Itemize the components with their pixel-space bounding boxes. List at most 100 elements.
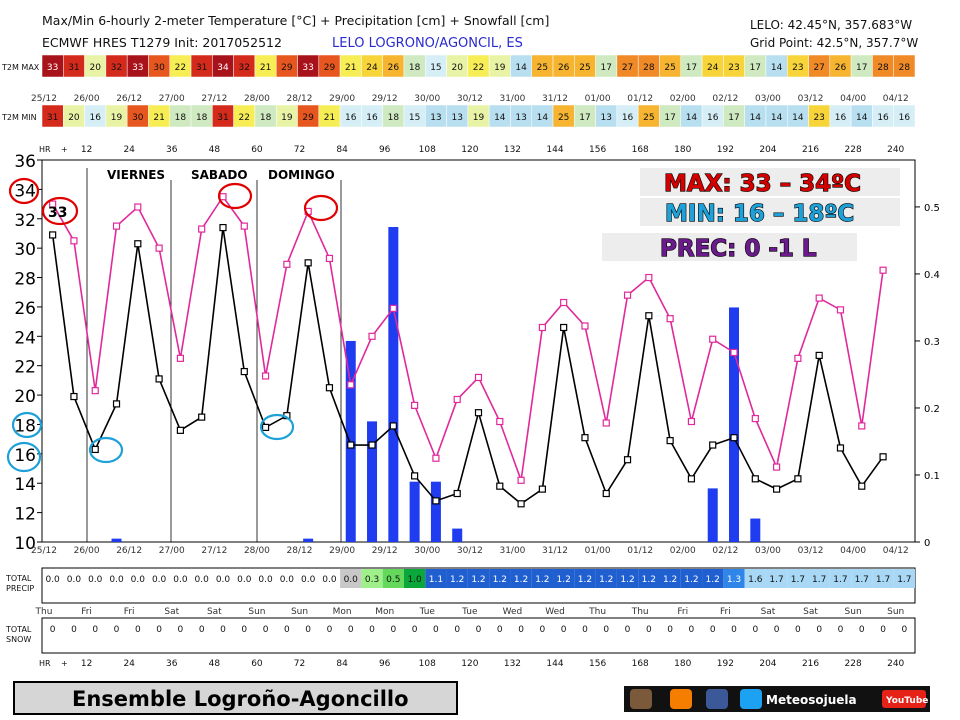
precip-cell xyxy=(638,569,660,588)
top-date-label: 29/12 xyxy=(372,94,398,104)
top-hour-label: 168 xyxy=(632,145,649,155)
top-hour-label: 96 xyxy=(379,145,391,155)
top-date-label: 29/00 xyxy=(329,94,355,104)
max-cell-value: 17 xyxy=(856,63,867,73)
max-cell-value: 27 xyxy=(813,63,824,73)
min-cell-value: 16 xyxy=(707,113,719,123)
min-cell xyxy=(893,104,916,128)
max-cell-value: 28 xyxy=(877,63,889,73)
min-cell-value: 14 xyxy=(686,113,698,123)
min-point xyxy=(602,489,610,498)
precip-bar xyxy=(409,481,420,542)
weekday-label: Fri xyxy=(81,607,92,617)
snow-cell-value: 0 xyxy=(199,625,205,635)
max-cell-value: 26 xyxy=(835,63,847,73)
top-hour-label: 216 xyxy=(802,145,819,155)
brand-name: Meteosojuela xyxy=(766,693,857,707)
precip-cell xyxy=(361,569,383,588)
snow-cell-value: 0 xyxy=(667,625,673,635)
blogger-icon[interactable] xyxy=(670,689,692,709)
precip-cell xyxy=(808,569,830,588)
max-cell-value: 19 xyxy=(494,63,506,73)
weekday-label: Thu xyxy=(588,607,606,617)
min-cell-value: 16 xyxy=(366,113,378,123)
snow-cell-value: 0 xyxy=(327,625,333,635)
min-point xyxy=(453,489,461,498)
top-date-label: 25/12 xyxy=(31,94,57,104)
weekday-label: Fri xyxy=(677,607,688,617)
min-point xyxy=(772,485,781,493)
min-point xyxy=(368,441,376,449)
min-point xyxy=(134,240,142,248)
min-point xyxy=(261,423,270,431)
snow-cell-value: 0 xyxy=(348,625,354,635)
y2-tick-label: 0.4 xyxy=(924,270,940,281)
precip-cell xyxy=(616,569,639,588)
precip-axis: 0 0.1 0.2 0.3 0.4 0.5 xyxy=(915,203,940,549)
min-cell-value: 25 xyxy=(643,113,654,123)
min-point xyxy=(112,400,121,408)
max-cell-value: 26 xyxy=(558,63,570,73)
top-date-label: 02/12 xyxy=(712,94,738,104)
row-label-hr-first-bottom: + xyxy=(61,659,68,668)
min-cell-value: 14 xyxy=(750,113,762,123)
precip-cell xyxy=(723,569,745,588)
plot-date-label: 28/12 xyxy=(287,546,313,556)
max-point xyxy=(389,304,397,312)
precip-bar xyxy=(729,307,740,542)
precip-cell-value: 1.7 xyxy=(769,575,783,585)
bottom-hour-label: 168 xyxy=(632,659,649,669)
top-date-label: 04/12 xyxy=(883,94,909,104)
max-point xyxy=(730,348,738,357)
min-cell-value: 29 xyxy=(302,113,314,123)
min-cell-value: 17 xyxy=(664,113,675,123)
snow-cell-value: 0 xyxy=(412,625,418,635)
max-cell-value: 33 xyxy=(302,63,313,73)
min-cell-value: 25 xyxy=(558,113,569,123)
precip-cell xyxy=(531,569,554,588)
min-cell-value: 18 xyxy=(175,113,187,123)
max-point xyxy=(560,298,568,307)
min-point xyxy=(730,434,738,442)
total-precip-row: 0.0 0.0 0.0 0.0 0.0 0.0 0.0 0.0 0.0 0.0 0.0 0.0 0.0 0… xyxy=(45,569,915,588)
facebook-icon[interactable] xyxy=(706,689,728,709)
max-cell-value: 24 xyxy=(366,63,378,73)
snow-cell-value: 0 xyxy=(92,625,98,635)
min-cell-value: 14 xyxy=(537,113,549,123)
top-hour-label: 36 xyxy=(166,145,178,155)
top-date-label: 02/00 xyxy=(670,94,696,104)
y2-tick-label: 0 xyxy=(924,538,930,549)
top-hour-label: 24 xyxy=(123,145,135,155)
max-point xyxy=(517,476,525,484)
min-point xyxy=(560,323,568,332)
max-point xyxy=(666,315,674,323)
max-point xyxy=(347,381,355,389)
max-point xyxy=(283,260,291,268)
snow-cell-value: 0 xyxy=(135,625,141,635)
plot-date-label: 03/12 xyxy=(798,546,824,556)
top-hour-label: 12 xyxy=(81,145,92,155)
plot-date-label: 01/12 xyxy=(627,546,653,556)
precip-cell-value: 0.5 xyxy=(386,575,400,585)
precip-cell xyxy=(467,569,490,588)
instagram-icon[interactable] xyxy=(630,689,652,709)
min-temperature-points xyxy=(49,223,887,508)
youtube-icon[interactable] xyxy=(882,690,926,708)
plot-date-label: 31/00 xyxy=(499,546,525,556)
max-cell-value: 17 xyxy=(686,63,697,73)
max-point xyxy=(453,395,461,404)
min-point xyxy=(666,437,674,445)
weekday-label: Mon xyxy=(333,607,352,617)
twitter-icon[interactable] xyxy=(740,689,762,709)
plot-date-label: 02/00 xyxy=(670,546,696,556)
top-hour-axis: 12 24 36 48 60 72 84 96 108 120 132 144 156 168 180 192… xyxy=(81,145,905,155)
top-hour-label: 132 xyxy=(504,145,521,155)
snow-cell-value: 0 xyxy=(497,625,503,635)
snow-cell-value: 0 xyxy=(838,625,844,635)
top-hour-label: 204 xyxy=(759,145,776,155)
min-point xyxy=(687,475,696,483)
bottom-hour-label: 84 xyxy=(336,659,348,669)
min-cell-value: 30 xyxy=(132,113,144,123)
precip-cell-value: 0.0 xyxy=(322,575,337,585)
max-cell-value: 21 xyxy=(345,63,356,73)
